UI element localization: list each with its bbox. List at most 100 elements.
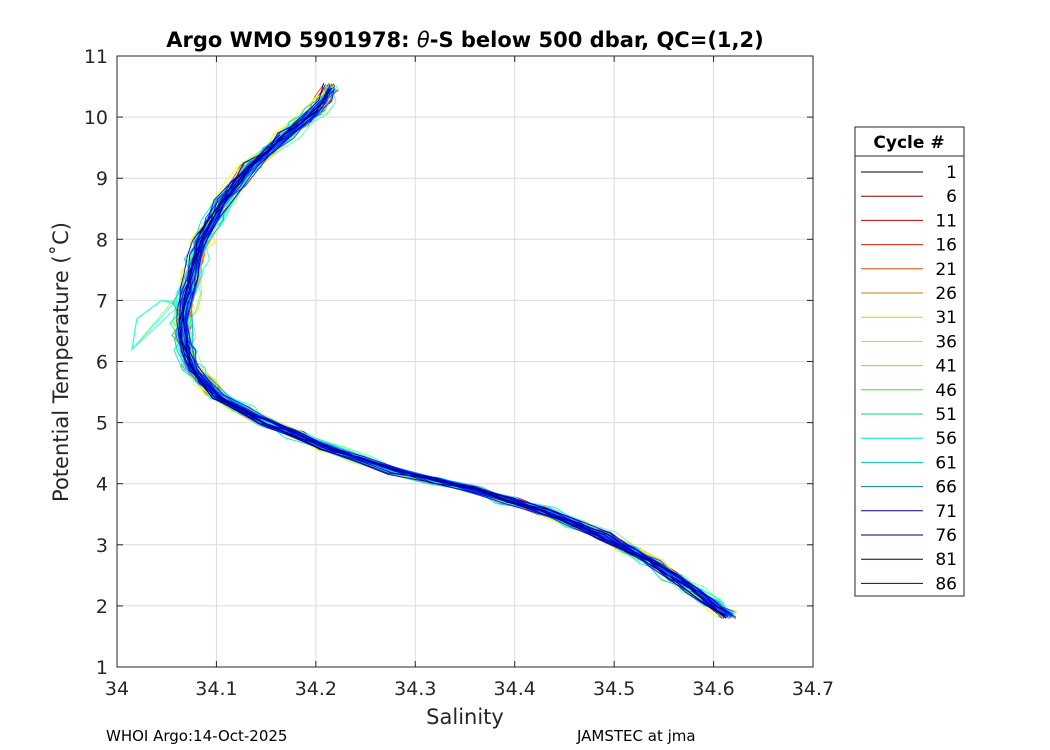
footer-left: WHOI Argo:14-Oct-2025 [106, 727, 287, 745]
profile-line-cycle [182, 108, 728, 619]
profile-line-cycle [131, 84, 718, 613]
legend-label: 16 [935, 236, 957, 256]
profile-lines [131, 82, 738, 619]
legend-label: 56 [935, 429, 957, 449]
profile-line-cycle [180, 88, 728, 615]
profile-line-cycle [174, 107, 726, 618]
chart-title: Argo WMO 5901978: θ-S below 500 dbar, QC… [166, 28, 763, 52]
profile-line-cycle [182, 84, 729, 614]
profile-line-cycle [188, 86, 736, 618]
legend-label: 36 [935, 332, 957, 352]
profile-line-cycle [180, 88, 729, 617]
profile-line-cycle [181, 136, 732, 619]
profile-line-cycle [183, 108, 727, 619]
y-tick-label: 10 [84, 107, 108, 129]
x-axis-ticks: 34 34.1 34.2 34.3 34.4 34.5 34.6 34.7 [105, 56, 834, 700]
legend-label: 1 [946, 163, 957, 183]
legend-box [854, 126, 965, 597]
legend-title: Cycle # [873, 133, 944, 153]
profile-line-cycle [185, 136, 732, 616]
profile-line-cycle [186, 84, 732, 617]
profile-line-cycle [185, 84, 732, 617]
y-tick-label: 5 [96, 413, 108, 435]
y-tick-label: 11 [84, 46, 108, 68]
profile-line-cycle [131, 84, 737, 613]
profile-line-cycle [183, 108, 732, 614]
profile-line-cycle [182, 114, 730, 619]
y-axis-ticks: 1 2 3 4 5 6 7 8 9 10 11 [84, 46, 813, 679]
profile-line-cycle [178, 108, 730, 616]
profile-line-cycle [186, 135, 737, 614]
legend-label: 6 [946, 187, 957, 207]
legend-label: 76 [935, 526, 957, 546]
x-tick-label: 34.1 [195, 678, 237, 700]
y-tick-label: 9 [96, 168, 108, 190]
profile-line-cycle [184, 113, 732, 616]
profile-line-cycle [186, 87, 733, 615]
legend-label: 26 [935, 284, 957, 304]
profile-line-cycle [172, 113, 720, 618]
x-tick-label: 34.4 [494, 678, 536, 700]
profile-line-cycle [186, 89, 737, 618]
x-tick-label: 34.7 [792, 678, 834, 700]
profile-line-cycle [185, 87, 732, 615]
profile-line-cycle [180, 88, 719, 615]
legend-label: 21 [935, 260, 957, 280]
profile-line-cycle [179, 113, 723, 616]
profile-line-cycle [178, 135, 729, 616]
profile-line-cycle [181, 86, 728, 613]
profile-line-cycle [179, 111, 727, 616]
profile-line-cycle [182, 89, 735, 619]
profile-line-cycle [182, 87, 727, 613]
legend: Cycle # 16111621263136414651566166717681… [854, 126, 965, 597]
profile-line-cycle [180, 110, 723, 619]
y-tick-label: 7 [96, 290, 108, 312]
profile-line-cycle [177, 111, 724, 617]
y-tick-label: 2 [96, 596, 108, 618]
profile-line-cycle [180, 109, 725, 617]
legend-label: 81 [935, 550, 957, 570]
legend-label: 51 [935, 405, 957, 425]
profile-line-cycle [182, 89, 728, 613]
profile-line-cycle [177, 113, 729, 615]
profile-line-cycle [185, 85, 732, 617]
profile-line-cycle [178, 109, 734, 619]
profile-line-cycle [187, 107, 732, 619]
y-tick-label: 6 [96, 352, 108, 374]
x-tick-label: 34.6 [692, 678, 734, 700]
profile-line-cycle [131, 86, 734, 617]
profile-line-cycle [182, 87, 731, 614]
y-axis-label: Potential Temperature (˚C) [49, 222, 73, 502]
profile-line-cycle [183, 88, 735, 613]
profile-line-cycle [183, 87, 734, 615]
profile-line-cycle [184, 89, 734, 618]
profile-line-cycle [176, 109, 729, 619]
legend-label: 11 [935, 211, 957, 231]
x-tick-label: 34.2 [295, 678, 337, 700]
legend-label: 31 [935, 308, 957, 328]
y-tick-label: 4 [96, 474, 108, 496]
legend-label: 46 [935, 381, 957, 401]
y-tick-label: 3 [96, 535, 108, 557]
profile-line-cycle [179, 112, 731, 617]
profile-line-cycle [183, 88, 738, 613]
profile-line-cycle [183, 90, 737, 619]
grid-lines [116, 55, 814, 668]
y-tick-label: 8 [96, 229, 108, 251]
profile-line-cycle [185, 111, 733, 614]
x-tick-label: 34.5 [593, 678, 635, 700]
y-tick-label: 1 [96, 657, 108, 679]
profile-line-cycle [179, 88, 727, 619]
profile-line-cycle [183, 133, 729, 616]
x-tick-label: 34.3 [394, 678, 436, 700]
legend-label: 66 [935, 478, 957, 498]
footer-right: JAMSTEC at jma [576, 727, 696, 745]
legend-label: 41 [935, 357, 957, 377]
profile-line-cycle [177, 138, 728, 618]
legend-label: 86 [935, 574, 957, 594]
profile-line-cycle [186, 83, 734, 616]
profile-line-cycle [181, 111, 730, 614]
legend-label: 61 [935, 453, 957, 473]
